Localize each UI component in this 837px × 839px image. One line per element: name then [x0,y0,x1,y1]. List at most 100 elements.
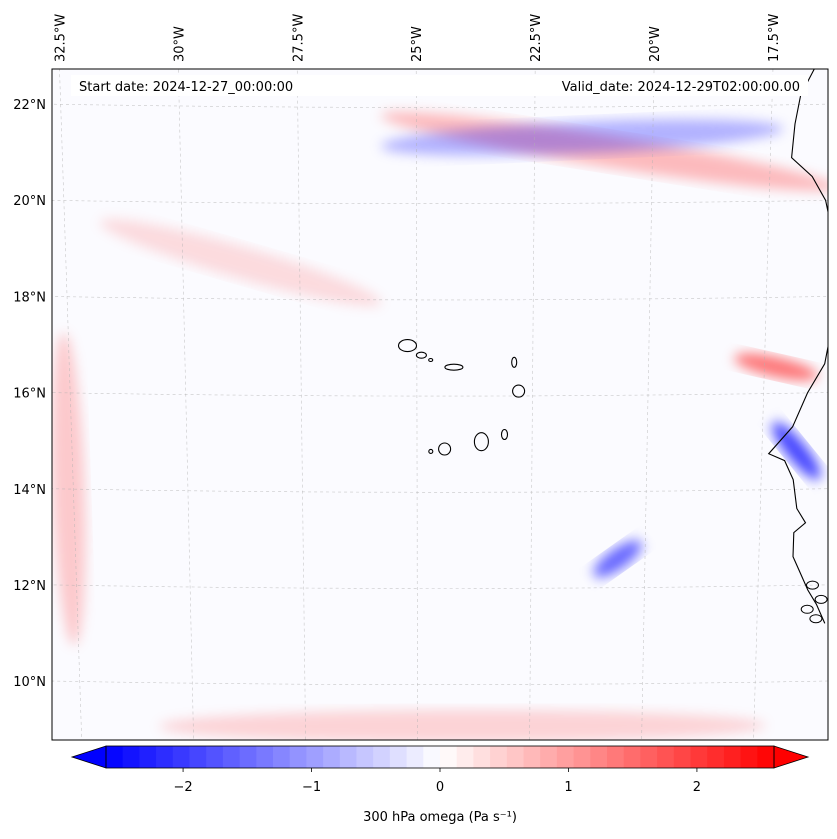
longitude-tick-label: 20°W [648,26,663,62]
latitude-tick-label: 10°N [13,675,46,690]
island-outline [444,363,464,371]
map-frame [51,68,829,741]
longitude-tick-label: 25°W [410,26,425,62]
colorbar: −2 −1 0 1 2 300 hPa omega (Pa s⁻¹) [70,745,810,825]
island-outline [428,448,434,454]
latitude-tick-label: 22°N [13,98,46,113]
colorbar-tick-label: 0 [436,780,444,795]
colorbar-tick-label: 2 [693,780,701,795]
meridian-line [641,69,655,740]
parallel-line [52,103,828,108]
island-outline [511,356,518,368]
colorbar-cell [506,746,524,768]
colorbar-cell [356,746,374,768]
latitude-tick-label: 16°N [13,387,46,402]
colorbar-cells [106,746,775,768]
colorbar-tick-label: −2 [173,780,192,795]
colorbar-cell [723,746,741,768]
parallel-line [52,296,828,301]
parallel-line [52,392,828,397]
longitude-tick-label: 17.5°W [767,14,782,62]
colorbar-cell [523,746,541,768]
colorbar-cell [373,746,391,768]
colorbar-cell [740,746,758,768]
island-outline [415,351,427,359]
coastal-islet [814,594,828,604]
colorbar-cell [106,746,124,768]
colorbar-cell [540,746,558,768]
colorbar-cell [239,746,257,768]
longitude-tick-label: 22.5°W [529,14,544,62]
omega-feature-coastal-subsidence [734,353,818,381]
graticule [52,69,828,740]
colorbar-cell [640,746,658,768]
colorbar-cell [707,746,725,768]
colorbar-cell [556,746,574,768]
colorbar-cell [490,746,508,768]
colorbar-cell [473,746,491,768]
colorbar-cell [256,746,274,768]
latitude-tick-label: 12°N [13,579,46,594]
colorbar-cell [406,746,424,768]
colorbar-cell [206,746,224,768]
meridian-line [296,69,306,740]
island-outline [428,357,434,363]
colorbar-cell [122,746,140,768]
meridian-line [59,69,83,740]
colorbar-cell [440,746,458,768]
parallel-line [52,199,828,204]
colorbar-cell [289,746,307,768]
meridian-line [753,69,774,740]
colorbar-cell [156,746,174,768]
latitude-tick-label: 18°N [13,290,46,305]
island-outline [512,384,526,398]
colorbar-cell [306,746,324,768]
africa-coastline [767,69,828,624]
start-date-label: Start date: 2024-12-27_00:00:00 [79,80,293,95]
colorbar-cell [673,746,691,768]
island-outline [473,432,489,452]
latitude-tick-label: 14°N [13,483,46,498]
longitude-labels: 32.5°W 30°W 27.5°W 25°W 22.5°W 20°W 17.5°W [53,14,782,62]
longitude-tick-label: 30°W [172,26,187,62]
coastlines [397,69,828,624]
colorbar-cell [323,746,341,768]
meridian-line [178,69,194,740]
island-outline [438,442,452,456]
colorbar-cell [623,746,641,768]
colorbar-cell [590,746,608,768]
colorbar-cell [389,746,407,768]
colorbar-cell [607,746,625,768]
colorbar-cell [222,746,240,768]
valid-date-label: Valid_date: 2024-12-29T02:00:00.00 [562,80,800,95]
omega-feature-offshore-ascent-streak [593,540,643,578]
colorbar-cell [273,746,291,768]
colorbar-ticks: −2 −1 0 1 2 [173,768,701,795]
map-background [52,69,828,740]
date-banner [71,75,808,96]
meridian-line [415,69,418,740]
parallel-line [52,584,828,589]
coastal-islet [800,604,814,614]
omega-field [52,112,828,740]
colorbar-cell [573,746,591,768]
latitude-labels: 22°N 20°N 18°N 16°N 14°N 12°N 10°N [13,98,46,690]
island-outline [500,428,509,441]
coastal-islet [806,580,819,590]
longitude-tick-label: 32.5°W [53,14,68,62]
colorbar-cell [456,746,474,768]
omega-feature-southern-edge-band [158,709,766,740]
colorbar-cell [423,746,441,768]
colorbar-extend-max [773,745,810,769]
colorbar-extend-min [70,745,107,769]
island-outline [397,339,418,353]
colorbar-cell [339,746,357,768]
colorbar-cell [757,746,775,768]
omega-feature-northwest-plume [99,219,382,306]
colorbar-tick-label: −1 [302,780,321,795]
colorbar-cell [189,746,207,768]
parallel-line [52,680,828,685]
colorbar-cell [139,746,157,768]
parallel-line [52,488,828,493]
colorbar-label: 300 hPa omega (Pa s⁻¹) [363,810,517,825]
